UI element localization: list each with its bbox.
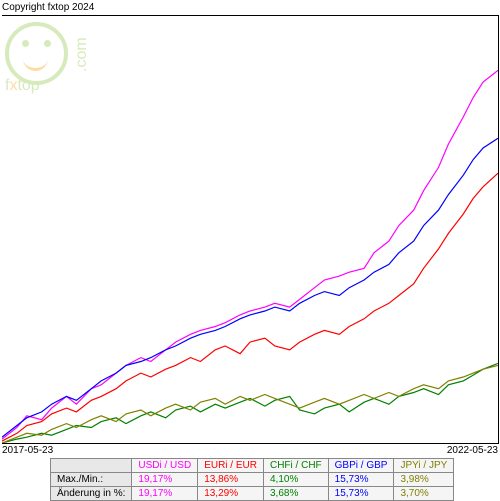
column-header: CHFi / CHF bbox=[263, 459, 328, 473]
table-corner bbox=[51, 459, 132, 473]
table-cell: 13,29% bbox=[198, 487, 264, 501]
series-line bbox=[2, 363, 498, 443]
copyright-text: Copyright fxtop 2024 bbox=[2, 2, 94, 13]
series-line bbox=[2, 138, 498, 437]
table-cell: 13,86% bbox=[198, 473, 264, 487]
row-header-maxmin: Max./Min.: bbox=[51, 473, 132, 487]
table-cell: 3,98% bbox=[394, 473, 454, 487]
line-chart bbox=[2, 15, 499, 444]
series-line bbox=[2, 70, 498, 439]
table-cell: 19,17% bbox=[132, 487, 198, 501]
table-cell: 15,73% bbox=[328, 473, 394, 487]
table-cell: 3,68% bbox=[263, 487, 328, 501]
x-axis-end-label: 2022-05-23 bbox=[447, 445, 498, 456]
x-axis-start-label: 2017-05-23 bbox=[2, 445, 53, 456]
column-header: GBPi / GBP bbox=[328, 459, 394, 473]
column-header: EURi / EUR bbox=[198, 459, 264, 473]
table-cell: 4,10% bbox=[263, 473, 328, 487]
column-header: JPYi / JPY bbox=[394, 459, 454, 473]
column-header: USDi / USD bbox=[132, 459, 198, 473]
table-cell: 3,70% bbox=[394, 487, 454, 501]
table-cell: 19,17% bbox=[132, 473, 198, 487]
row-header-change: Änderung in %: bbox=[51, 487, 132, 501]
summary-table: USDi / USDEURi / EURCHFi / CHFGBPi / GBP… bbox=[50, 458, 454, 501]
table-cell: 15,73% bbox=[328, 487, 394, 501]
